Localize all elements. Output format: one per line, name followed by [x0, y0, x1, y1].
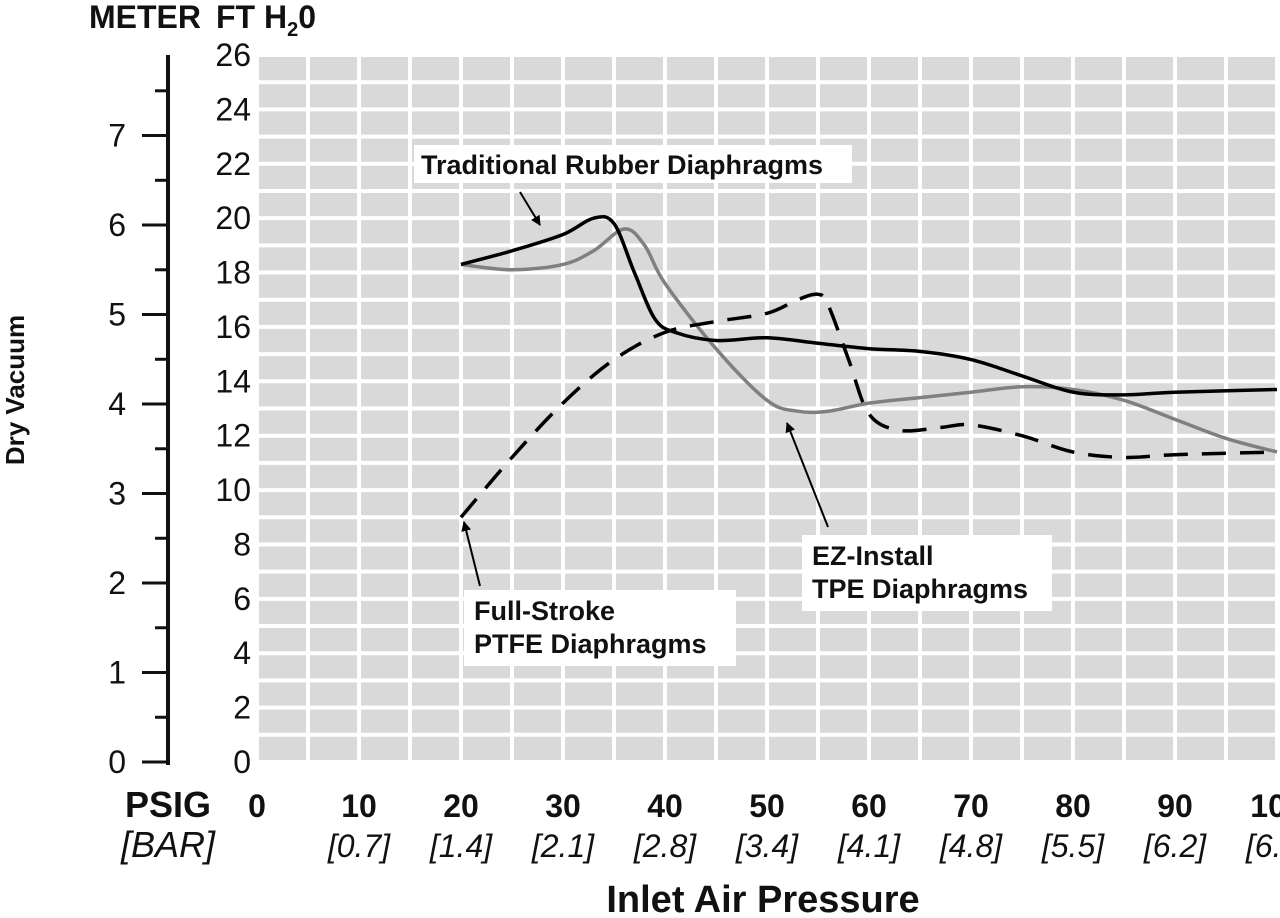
x-tick-label-bar: [2.8]	[633, 828, 697, 864]
ft-tick-label: 4	[233, 635, 251, 671]
x-tick-label-bar: [3.4]	[735, 828, 799, 864]
x-tick-label-bar: [0.7]	[327, 828, 391, 864]
x-tick-label-psig: 20	[443, 788, 479, 824]
ft-tick-label: 0	[233, 744, 251, 780]
ft-tick-label: 2	[233, 690, 251, 726]
annotations: Traditional Rubber Diaphragms EZ-Install…	[414, 145, 1052, 666]
y-axis-title: Dry Vacuum	[0, 315, 30, 465]
x-tick-label-bar: [6.2]	[1143, 828, 1207, 864]
x-tick-label-bar: [5.5]	[1041, 828, 1105, 864]
annotation-rubber: Traditional Rubber Diaphragms	[414, 145, 852, 226]
x-tick-label-bar: [2.1]	[531, 828, 595, 864]
ft-tick-label: 12	[215, 418, 251, 454]
x-tick-label-psig: 90	[1157, 788, 1193, 824]
annotation-ptfe-line-1: Full-Stroke	[474, 596, 615, 626]
series-line-ez-install-tpe-diaphragms	[460, 227, 1278, 454]
meter-tick-label: 2	[108, 565, 126, 601]
annotation-rubber-bg	[414, 145, 852, 183]
ft-tick-label: 10	[215, 472, 251, 508]
ft-tick-label: 8	[233, 526, 251, 562]
annotation-rubber-text: Traditional Rubber Diaphragms	[421, 150, 823, 180]
annotation-tpe: EZ-Install TPE Diaphragms	[785, 422, 1052, 611]
annotation-tpe-text: EZ-Install TPE Diaphragms	[812, 541, 1028, 604]
ft-unit-label: FT H20	[216, 0, 316, 41]
x-tick-label-psig: 10	[341, 788, 377, 824]
annotation-ptfe-text: Full-Stroke PTFE Diaphragms	[474, 596, 707, 659]
meter-tick-label: 5	[108, 297, 126, 333]
series-line-full-stroke-ptfe-diaphragms	[459, 292, 1278, 519]
ft-tick-label: 22	[215, 146, 251, 182]
series-layer	[459, 214, 1278, 519]
meter-unit-label: METER	[89, 0, 201, 35]
meter-tick-label: 6	[108, 207, 126, 243]
ft-unit-subscript: 2	[287, 19, 298, 41]
x-tick-label-psig: 80	[1055, 788, 1091, 824]
meter-axis: 0 1 2 3 4 5 6 7	[108, 55, 170, 780]
ft-tick-label: 6	[233, 581, 251, 617]
ft-tick-label: 24	[215, 91, 251, 127]
meter-tick-label: 3	[108, 476, 126, 512]
ft-tick-label: 26	[215, 37, 251, 73]
ft-tick-label: 16	[215, 309, 251, 345]
x-tick-label-psig: 50	[749, 788, 785, 824]
meter-tick-label: 7	[108, 118, 126, 154]
meter-tick-label: 1	[108, 655, 126, 691]
ft-tick-label: 20	[215, 200, 251, 236]
x-tick-label-bar: [4.8]	[939, 828, 1003, 864]
x-tick-label-psig: 60	[851, 788, 887, 824]
annotation-tpe-line-1: EZ-Install	[812, 541, 934, 571]
annotation-ptfe-bg	[464, 590, 736, 666]
x-tick-label-psig: 100	[1250, 788, 1280, 824]
x-tick-label-psig: 40	[647, 788, 683, 824]
ft-unit-suffix: 0	[298, 0, 316, 35]
annotation-tpe-bg	[802, 535, 1052, 611]
meter-ticks: 0 1 2 3 4 5 6 7	[108, 89, 168, 780]
series-line-traditional-rubber-diaphragms	[460, 214, 1278, 397]
annotation-ptfe-arrow	[461, 521, 481, 587]
x-axis-title: Inlet Air Pressure	[606, 879, 919, 918]
ft-unit-prefix: FT H	[216, 0, 287, 35]
x-tick-label-bar: [4.1]	[837, 828, 901, 864]
x-tick-label-bar: [6.9]	[1245, 828, 1280, 864]
x-tick-label-psig: 0	[248, 788, 266, 824]
bar-unit-label: [BAR]	[120, 824, 216, 865]
annotation-tpe-line-2: TPE Diaphragms	[812, 574, 1028, 604]
annotation-tpe-arrow	[785, 422, 829, 528]
x-tick-label-psig: 70	[953, 788, 989, 824]
annotation-ptfe: Full-Stroke PTFE Diaphragms	[461, 521, 736, 666]
ft-tick-label: 18	[215, 255, 251, 291]
annotation-ptfe-line-2: PTFE Diaphragms	[474, 629, 707, 659]
annotation-rubber-arrow	[519, 191, 541, 226]
x-tick-label-bar: [1.4]	[429, 828, 493, 864]
meter-tick-label: 0	[108, 744, 126, 780]
meter-tick-label: 4	[108, 386, 126, 422]
ft-tick-label: 14	[215, 363, 251, 399]
x-tick-label-psig: 30	[545, 788, 581, 824]
psig-unit-label: PSIG	[125, 784, 211, 825]
x-tick-labels: 0 10 [0.7] 20 [1.4] 30 [2.1] 40 [2.8] 50 [3.4] 60 [4…	[248, 788, 1280, 864]
